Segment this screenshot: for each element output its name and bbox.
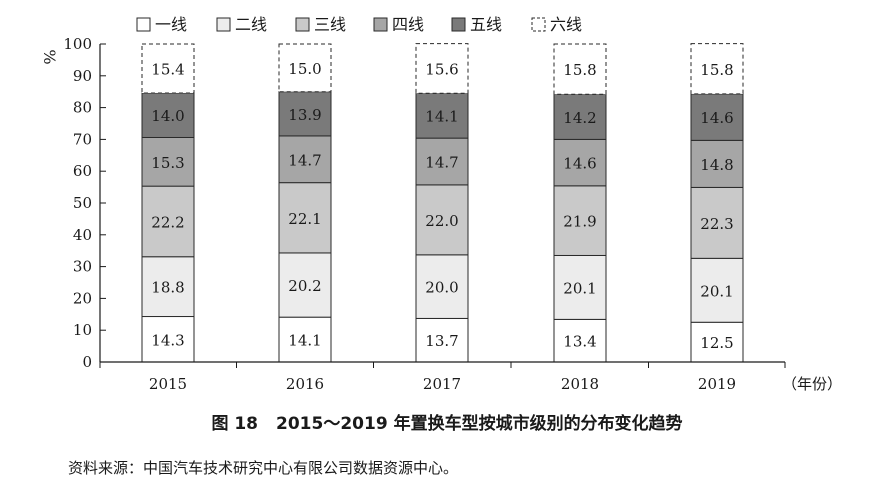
y-tick-label: 70 — [73, 130, 92, 148]
data-label: 20.2 — [288, 277, 321, 295]
data-label: 21.9 — [563, 213, 596, 231]
data-label: 14.6 — [563, 155, 596, 173]
figure-number: 图 18 — [211, 414, 259, 434]
legend-swatch — [136, 17, 151, 32]
bar-segment — [690, 93, 744, 141]
data-label: 15.8 — [700, 61, 733, 79]
legend-label: 五线 — [470, 15, 502, 34]
y-axis: 0 10 20 30 40 50 60 70 80 90 100 — [63, 35, 106, 371]
legend-label: 四线 — [392, 15, 424, 34]
y-tick-label: 30 — [73, 258, 92, 276]
data-label: 20.0 — [425, 279, 458, 297]
data-label: 15.6 — [425, 60, 458, 78]
bar-segment — [553, 43, 607, 95]
x-tick-label: 2018 — [561, 375, 599, 393]
legend-swatch — [373, 17, 388, 32]
data-label: 15.4 — [151, 60, 184, 78]
bar-segment — [278, 91, 332, 137]
bar-segment — [141, 92, 195, 138]
legend-label: 六线 — [550, 15, 582, 34]
figure-title: 2015～2019 年置换车型按城市级别的分布变化趋势 — [276, 414, 683, 434]
data-label: 12.5 — [700, 334, 733, 352]
data-label: 14.7 — [425, 154, 458, 172]
data-label: 14.6 — [700, 109, 733, 127]
bar-segment — [690, 139, 744, 188]
bar-segment — [415, 137, 469, 186]
data-label: 22.1 — [288, 210, 321, 228]
data-label: 22.2 — [151, 213, 184, 231]
data-label: 14.2 — [563, 109, 596, 127]
figure-caption: 图 18 2015～2019 年置换车型按城市级别的分布变化趋势 — [0, 409, 894, 434]
bar-segment — [690, 257, 744, 323]
data-label: 14.0 — [151, 107, 184, 125]
data-label: 20.1 — [563, 279, 596, 297]
data-label: 13.9 — [288, 106, 321, 124]
data-label: 22.3 — [700, 215, 733, 233]
data-label: 14.7 — [288, 151, 321, 169]
bar-segment — [415, 317, 469, 363]
data-label: 14.8 — [700, 156, 733, 174]
bar-segment — [141, 43, 195, 94]
bar-segment — [415, 254, 469, 319]
y-tick-label: 60 — [73, 162, 92, 180]
bar-segment — [278, 252, 332, 318]
y-tick-label: 80 — [73, 99, 92, 117]
y-tick-label: 100 — [63, 35, 92, 53]
data-label: 14.1 — [425, 108, 458, 126]
y-tick-label: 50 — [73, 194, 92, 212]
legend-swatch — [531, 17, 546, 32]
stacked-bar-chart: 一线 二线 三线 四线 五线 六线 % 0 10 20 30 40 50 60 70 80 90 100 14… — [40, 15, 842, 393]
y-tick-label: 20 — [73, 289, 92, 307]
data-label: 14.3 — [151, 331, 184, 349]
bar-segment — [690, 43, 744, 95]
x-axis: 2015 2016 2017 2018 2019 — [99, 361, 786, 393]
legend-swatch — [451, 17, 466, 32]
data-label: 15.8 — [563, 61, 596, 79]
data-label: 13.7 — [425, 332, 458, 350]
data-label: 15.3 — [151, 154, 184, 172]
bar-segment — [141, 316, 195, 363]
legend-swatch — [216, 17, 231, 32]
source-note: 资料来源：中国汽车技术研究中心有限公司数据资源中心。 — [68, 459, 459, 477]
y-axis-label: % — [40, 49, 59, 64]
bar-segment — [553, 254, 607, 320]
bars: 14.3 18.8 22.2 15.3 14.0 15.4 14.1 20.2 22.1 14.7… — [141, 43, 744, 363]
x-tick-label: 2016 — [286, 375, 324, 393]
data-label: 18.8 — [151, 279, 184, 297]
legend-label: 三线 — [314, 15, 346, 34]
bar-segment — [278, 43, 332, 93]
bar-segment — [415, 184, 469, 256]
y-tick-label: 40 — [73, 226, 92, 244]
chart-legend: 一线 二线 三线 四线 五线 六线 — [136, 15, 582, 34]
x-tick-label: 2015 — [149, 375, 187, 393]
data-label: 20.1 — [700, 282, 733, 300]
data-label: 22.0 — [425, 212, 458, 230]
y-tick-label: 10 — [73, 321, 92, 339]
x-tick-label: 2017 — [423, 375, 461, 393]
y-tick-label: 90 — [73, 67, 92, 85]
data-label: 13.4 — [563, 333, 596, 351]
data-label: 14.1 — [288, 332, 321, 350]
bar-segment — [278, 135, 332, 184]
bar-segment — [415, 43, 469, 94]
x-axis-label: （年份） — [782, 375, 842, 393]
bar-segment — [690, 321, 744, 363]
data-label: 15.0 — [288, 60, 321, 78]
bar-segment — [553, 185, 607, 256]
bar-segment — [690, 186, 744, 259]
legend-label: 二线 — [235, 15, 267, 34]
x-tick-label: 2019 — [698, 375, 736, 393]
legend-label: 一线 — [155, 15, 187, 34]
y-tick-label: 0 — [82, 353, 92, 371]
bar-segment — [278, 316, 332, 363]
bar-segment — [278, 182, 332, 254]
legend-swatch — [295, 17, 310, 32]
